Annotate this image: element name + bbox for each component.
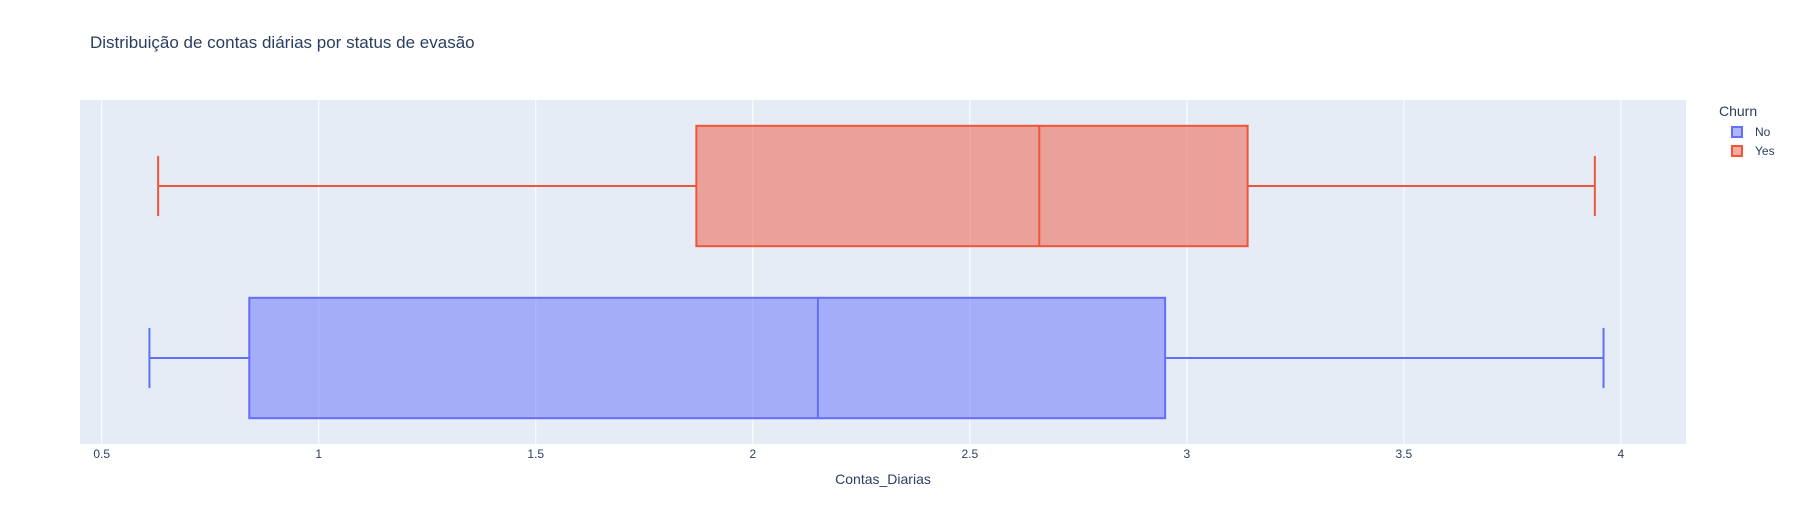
x-axis-title: Contas_Diarias — [835, 471, 931, 487]
x-tick-label: 3.5 — [1396, 447, 1413, 461]
legend-item-no[interactable]: No — [1719, 122, 1775, 141]
box-no — [148, 296, 1605, 420]
legend-item-yes[interactable]: Yes — [1719, 141, 1775, 160]
legend-title: Churn — [1719, 103, 1758, 119]
x-tick-label: 2 — [749, 447, 756, 461]
legend-label: No — [1755, 124, 1771, 139]
legend-items: No Yes — [1719, 122, 1775, 160]
x-tick-label: 4 — [1618, 447, 1625, 461]
boxes — [148, 124, 1605, 420]
chart-title: Distribuição de contas diárias por statu… — [90, 33, 475, 52]
legend-swatch — [1731, 144, 1743, 157]
legend-swatch — [1731, 125, 1743, 138]
x-axis-ticks: 0.5 1 1.5 2 2.5 3 3.5 4 — [93, 447, 1624, 461]
x-tick-label: 0.5 — [93, 447, 110, 461]
x-tick-label: 2.5 — [961, 447, 978, 461]
x-tick-label: 1 — [315, 447, 322, 461]
iqr-box — [248, 296, 1167, 420]
x-tick-label: 1.5 — [527, 447, 544, 461]
box-yes — [157, 124, 1596, 248]
legend: Churn No Yes — [1719, 103, 1775, 160]
iqr-box — [695, 124, 1249, 248]
x-tick-label: 3 — [1183, 447, 1190, 461]
legend-label: Yes — [1755, 143, 1775, 158]
